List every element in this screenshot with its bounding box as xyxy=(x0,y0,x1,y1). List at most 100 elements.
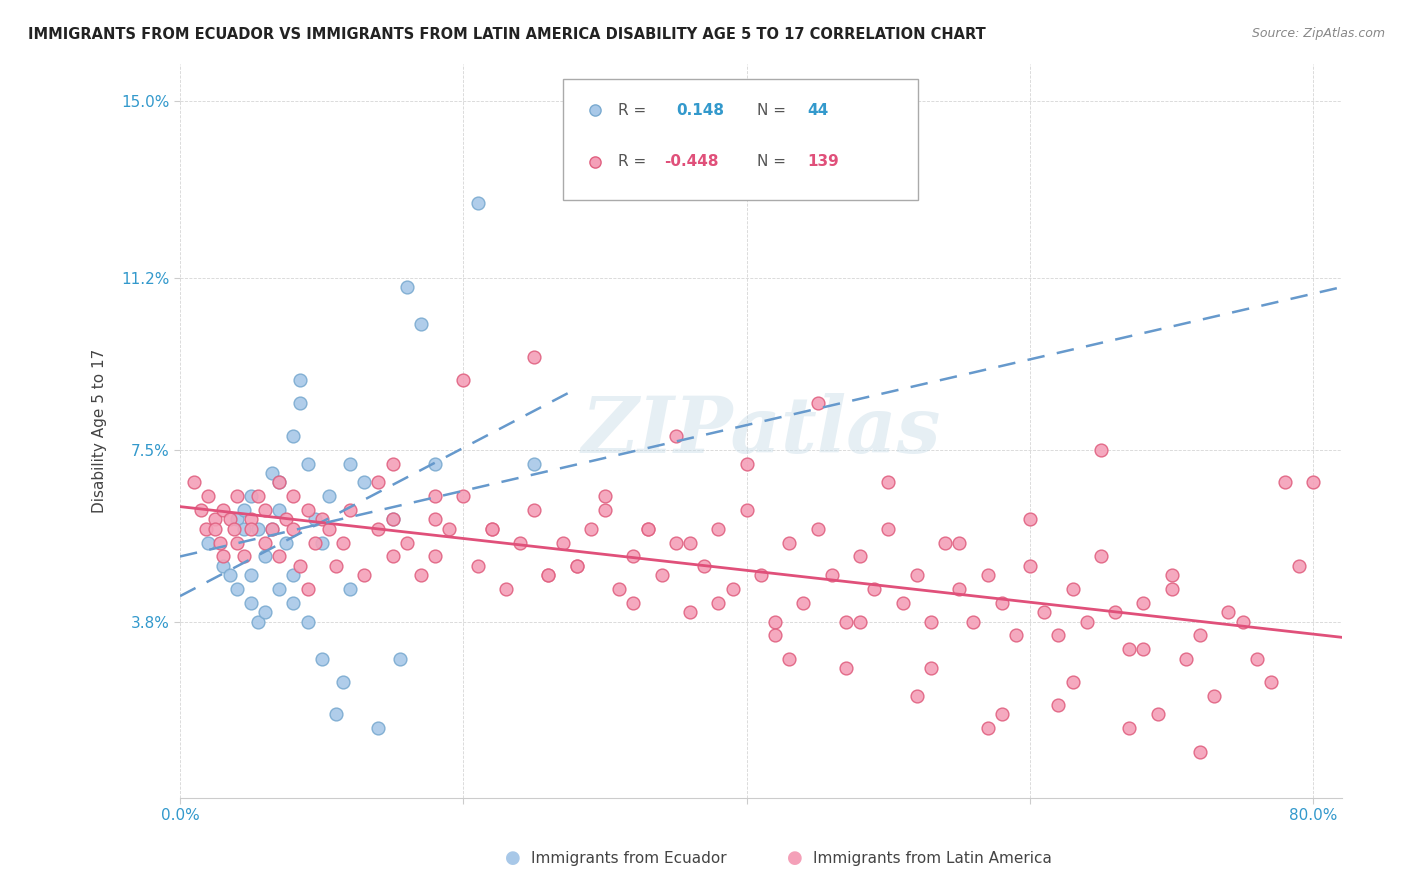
Point xyxy=(253,503,276,517)
Point xyxy=(276,535,298,549)
Point xyxy=(239,596,262,610)
Point xyxy=(607,582,630,596)
Point xyxy=(225,582,247,596)
Point xyxy=(269,582,291,596)
Point xyxy=(297,582,319,596)
Point xyxy=(962,615,984,629)
Point xyxy=(290,558,312,573)
Point xyxy=(523,503,546,517)
Point xyxy=(1146,707,1168,722)
Point xyxy=(208,535,231,549)
Point xyxy=(665,428,688,442)
Point xyxy=(1189,745,1212,759)
Point xyxy=(707,596,730,610)
Point xyxy=(778,651,800,665)
Point xyxy=(679,605,702,619)
Point xyxy=(318,489,340,503)
Point xyxy=(204,512,226,526)
Point xyxy=(353,568,375,582)
Point xyxy=(1160,582,1182,596)
Point xyxy=(821,568,844,582)
Point xyxy=(222,522,245,536)
Point xyxy=(778,535,800,549)
Point xyxy=(318,522,340,536)
Point xyxy=(283,489,305,503)
Point xyxy=(693,558,716,573)
Point xyxy=(283,568,305,582)
Point xyxy=(239,522,262,536)
Point xyxy=(1160,568,1182,582)
Point xyxy=(269,503,291,517)
Point xyxy=(1189,628,1212,642)
Point xyxy=(332,674,354,689)
Point xyxy=(579,522,602,536)
Point xyxy=(194,522,217,536)
Point xyxy=(1005,628,1028,642)
Point xyxy=(806,396,828,410)
Point xyxy=(332,535,354,549)
Point xyxy=(339,582,361,596)
Point xyxy=(1118,642,1140,657)
Point xyxy=(1062,674,1084,689)
Point xyxy=(239,512,262,526)
Point xyxy=(863,582,886,596)
Point xyxy=(920,661,942,675)
Point xyxy=(990,596,1012,610)
Point xyxy=(749,568,772,582)
Point xyxy=(565,558,588,573)
Text: N =: N = xyxy=(758,154,786,169)
Point xyxy=(381,457,404,471)
Point xyxy=(204,522,226,536)
Point xyxy=(593,489,616,503)
Point xyxy=(792,596,814,610)
Point xyxy=(1260,674,1282,689)
Text: 139: 139 xyxy=(807,154,839,169)
Text: Source: ZipAtlas.com: Source: ZipAtlas.com xyxy=(1251,27,1385,40)
Point xyxy=(367,475,389,490)
Point xyxy=(1218,605,1240,619)
Point xyxy=(239,489,262,503)
Point xyxy=(211,549,233,564)
Point xyxy=(381,512,404,526)
Point xyxy=(232,522,254,536)
Point xyxy=(297,457,319,471)
Point xyxy=(679,535,702,549)
Point xyxy=(877,475,900,490)
Text: ●: ● xyxy=(505,849,522,867)
Point xyxy=(1246,651,1268,665)
Point xyxy=(290,373,312,387)
Point xyxy=(225,535,247,549)
Point xyxy=(232,549,254,564)
Point xyxy=(423,549,446,564)
Point xyxy=(453,489,475,503)
Point xyxy=(283,522,305,536)
Point xyxy=(1019,558,1042,573)
Point xyxy=(1033,605,1056,619)
Point xyxy=(593,503,616,517)
Point xyxy=(621,549,644,564)
Point xyxy=(1274,475,1296,490)
Point xyxy=(905,568,928,582)
Point xyxy=(976,722,998,736)
Point xyxy=(262,466,284,480)
Point xyxy=(339,457,361,471)
Point xyxy=(481,522,503,536)
Point xyxy=(707,522,730,536)
Point xyxy=(934,535,956,549)
Point xyxy=(453,373,475,387)
Point xyxy=(304,535,326,549)
Point xyxy=(246,522,269,536)
Text: ZIPatlas: ZIPatlas xyxy=(581,392,941,469)
Point xyxy=(1118,722,1140,736)
Text: ●: ● xyxy=(786,849,803,867)
Point xyxy=(297,615,319,629)
Point xyxy=(1174,651,1197,665)
Point xyxy=(395,535,418,549)
Point xyxy=(311,512,333,526)
Point xyxy=(225,512,247,526)
Point xyxy=(495,582,517,596)
Point xyxy=(409,317,432,331)
Text: R =: R = xyxy=(619,154,647,169)
Point xyxy=(239,568,262,582)
Point xyxy=(269,549,291,564)
